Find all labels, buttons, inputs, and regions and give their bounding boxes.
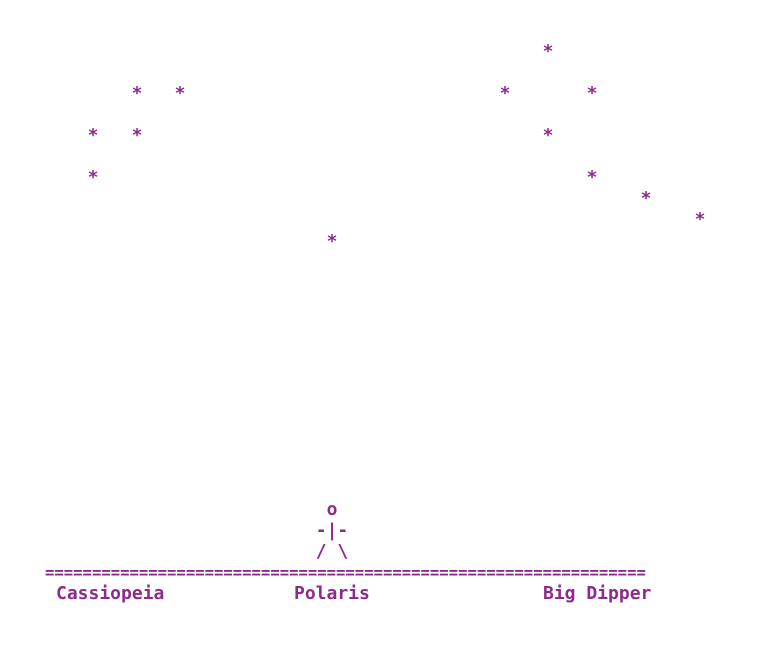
star: * — [499, 83, 511, 104]
star: * — [542, 125, 554, 146]
constellation-label: Polaris — [294, 583, 370, 604]
star: * — [586, 167, 598, 188]
star: * — [87, 167, 99, 188]
star: * — [131, 83, 143, 104]
star: * — [174, 83, 186, 104]
figure-legs: / \ — [315, 541, 349, 562]
constellation-label: Big Dipper — [543, 583, 652, 604]
star: * — [640, 188, 652, 209]
figure-body: -|- — [315, 520, 349, 541]
star: * — [586, 83, 598, 104]
star: * — [326, 231, 338, 252]
star: * — [131, 125, 143, 146]
star: * — [87, 125, 99, 146]
star: * — [694, 209, 706, 230]
star: * — [542, 41, 554, 62]
constellation-label: Cassiopeia — [56, 583, 165, 604]
ground-line: ========================================… — [45, 564, 646, 582]
figure-head: o — [326, 499, 338, 520]
